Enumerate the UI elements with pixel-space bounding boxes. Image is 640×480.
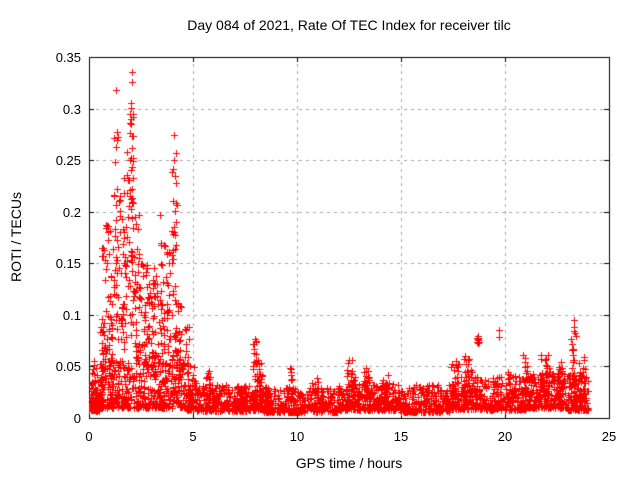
y-tick-label: 0.15 xyxy=(55,256,81,272)
y-tick-label: 0.25 xyxy=(55,153,81,169)
y-tick-label: 0 xyxy=(73,411,81,426)
x-tick-label: 0 xyxy=(85,429,93,444)
x-tick-label: 15 xyxy=(393,429,409,444)
y-tick-label: 0.05 xyxy=(55,359,81,375)
x-tick-label: 25 xyxy=(601,429,617,444)
x-tick-label: 10 xyxy=(289,429,305,444)
chart-title: Day 084 of 2021, Rate Of TEC Index for r… xyxy=(187,17,511,33)
x-tick-label: 20 xyxy=(497,429,513,444)
y-tick-label: 0.35 xyxy=(55,50,81,65)
y-tick-label: 0.2 xyxy=(62,204,81,220)
x-axis-label: GPS time / hours xyxy=(295,455,403,471)
x-tick-label: 5 xyxy=(189,429,197,444)
y-tick-label: 0.1 xyxy=(62,307,81,323)
y-tick-label: 0.3 xyxy=(62,101,81,117)
